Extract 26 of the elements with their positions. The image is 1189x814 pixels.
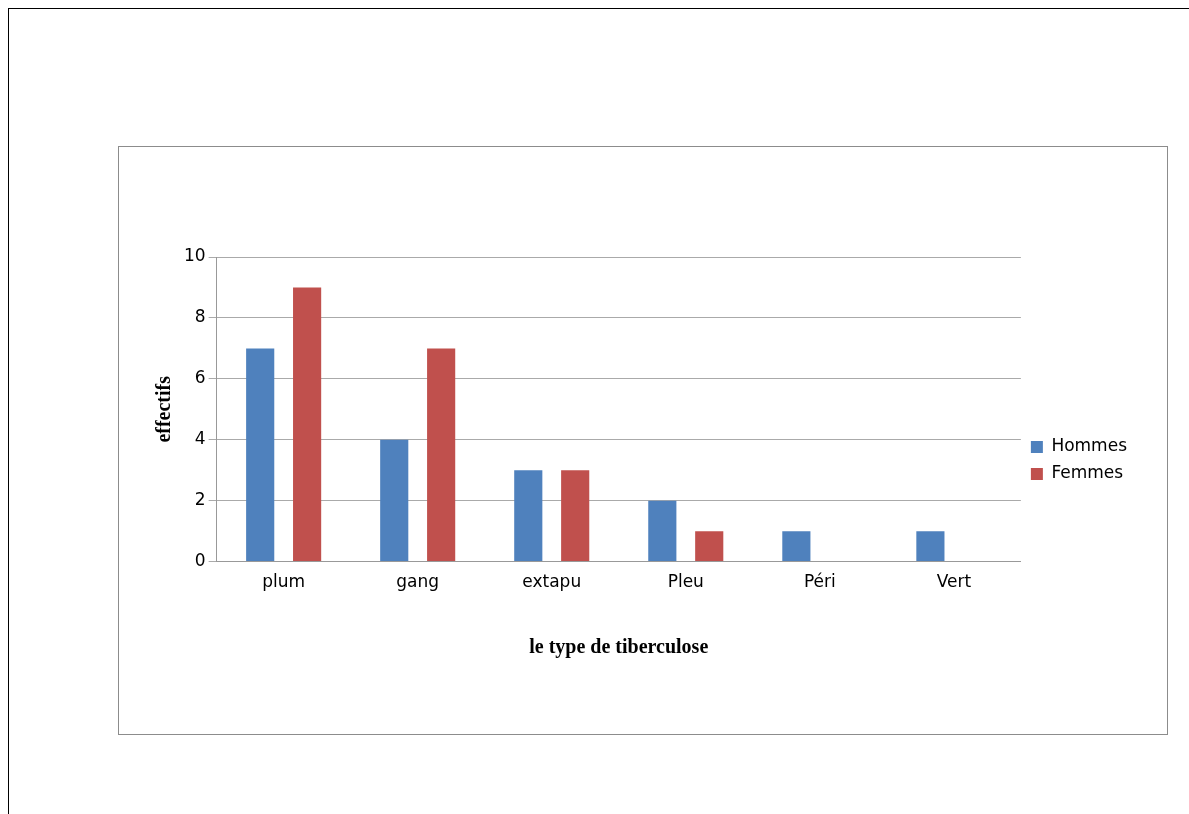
y-tick-label: 8	[194, 306, 206, 327]
x-tick-label: extapu	[522, 571, 582, 592]
bar	[246, 348, 275, 562]
bar	[695, 531, 724, 562]
bar	[427, 348, 456, 562]
x-tick-label: plum	[262, 571, 306, 592]
bar	[561, 470, 590, 562]
y-tick-label: 2	[194, 489, 206, 510]
bar	[514, 470, 543, 562]
x-tick-label: Péri	[803, 571, 836, 592]
x-tick-label: Vert	[936, 571, 972, 592]
legend-label: Hommes	[1051, 435, 1128, 456]
y-tick-label: 4	[194, 428, 206, 449]
y-axis-title: effectifs	[152, 375, 175, 443]
x-tick-label: Pleu	[667, 571, 704, 592]
bar	[916, 531, 945, 562]
y-tick-label: 10	[183, 245, 206, 266]
bar	[782, 531, 811, 562]
bar	[380, 439, 409, 562]
bar	[293, 287, 322, 562]
y-tick-label: 6	[194, 367, 206, 388]
bar	[648, 500, 677, 562]
x-axis-title: le type de tiberculose	[529, 635, 709, 659]
legend-label: Femmes	[1051, 462, 1124, 483]
y-tick-label: 0	[194, 550, 206, 571]
x-tick-label: gang	[396, 571, 440, 592]
